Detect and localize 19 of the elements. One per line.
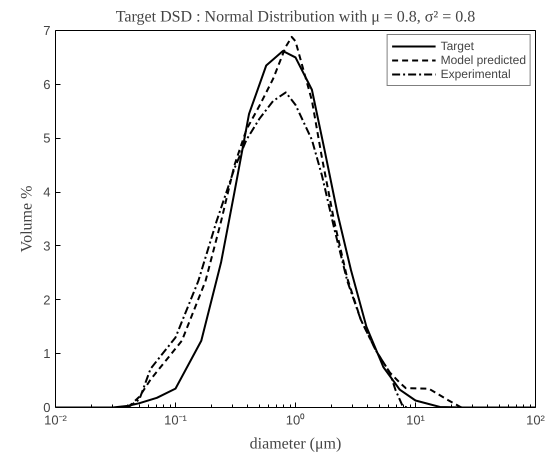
- y-tick-label: 2: [43, 292, 51, 308]
- x-tick-label: 10⁰: [286, 412, 306, 428]
- y-tick-label: 4: [43, 184, 51, 200]
- y-tick-label: 5: [43, 130, 51, 146]
- y-tick-label: 1: [43, 346, 51, 362]
- legend-label: Target: [440, 39, 474, 53]
- x-tick-label: 10⁻¹: [164, 412, 188, 428]
- y-tick-label: 0: [43, 400, 51, 415]
- x-tick-label: 10²: [526, 412, 546, 428]
- x-tick-label: 10¹: [406, 412, 426, 428]
- x-axis-title: diameter (μm): [250, 436, 342, 452]
- y-tick-label: 7: [43, 23, 51, 38]
- legend-label: Experimental: [440, 67, 511, 81]
- y-axis-title: Volume %: [18, 186, 36, 252]
- y-tick-label: 6: [43, 76, 51, 92]
- x-tick-label: 10⁻²: [44, 412, 68, 428]
- chart-title: Target DSD : Normal Distribution with μ = 0.8, σ² = 0.8: [116, 8, 476, 26]
- y-tick-label: 3: [43, 238, 51, 254]
- legend-label: Model predicted: [440, 53, 526, 67]
